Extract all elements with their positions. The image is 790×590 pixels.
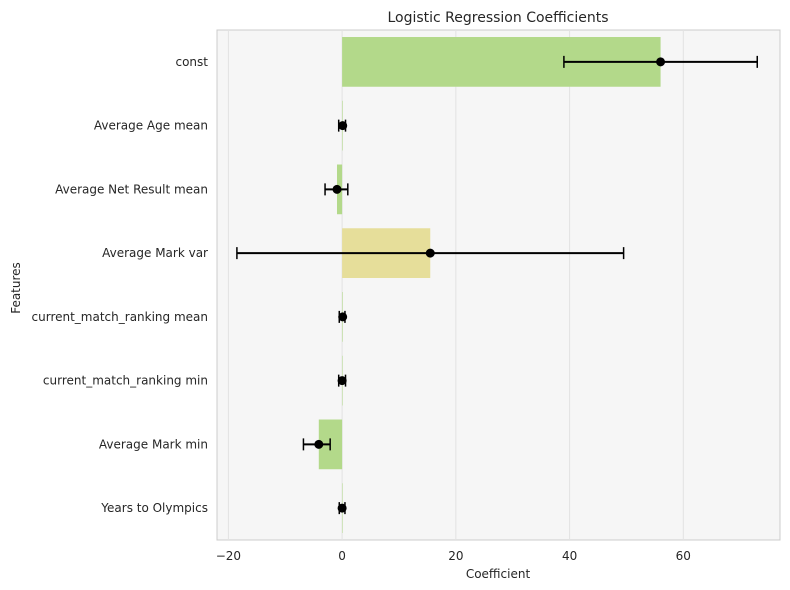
data-point <box>656 57 666 67</box>
y-tick-label: Average Age mean <box>94 119 208 133</box>
error-bars <box>236 55 759 515</box>
data-point <box>425 248 435 258</box>
x-tick-label: 60 <box>676 549 691 563</box>
y-tick-label: const <box>175 55 208 69</box>
data-point <box>337 376 347 386</box>
error-bar <box>337 374 347 387</box>
error-bar <box>324 183 349 196</box>
y-tick-label: Average Mark min <box>99 437 208 451</box>
y-tick-label: Years to Olympics <box>100 501 208 515</box>
error-bar <box>338 310 348 323</box>
y-tick-label: Average Mark var <box>102 246 208 260</box>
data-point <box>338 312 348 322</box>
x-axis-label: Coefficient <box>466 567 531 581</box>
y-tick-label: Average Net Result mean <box>55 182 208 196</box>
y-tick-labels: const Average Age mean Average Net Result … <box>32 55 209 515</box>
plot-background <box>216 29 781 541</box>
error-bar <box>563 55 759 68</box>
error-bar <box>337 502 347 515</box>
x-tick-label: 0 <box>338 549 346 563</box>
y-axis-label: Features <box>9 262 23 314</box>
data-point <box>332 184 342 194</box>
error-bar <box>302 438 331 451</box>
y-tick-label: current_match_ranking min <box>43 374 208 388</box>
x-tick-label: 40 <box>562 549 577 563</box>
error-bar <box>337 119 348 132</box>
x-tick-label: −20 <box>216 549 241 563</box>
y-tick-label: current_match_ranking mean <box>32 310 208 324</box>
x-tick-label: 20 <box>448 549 463 563</box>
data-point <box>337 503 347 513</box>
data-point <box>314 439 324 449</box>
x-tick-labels: −20 0 20 40 60 <box>216 549 691 563</box>
chart-title: Logistic Regression Coefficients <box>387 10 608 26</box>
data-point <box>338 121 348 131</box>
error-bar <box>236 247 625 260</box>
